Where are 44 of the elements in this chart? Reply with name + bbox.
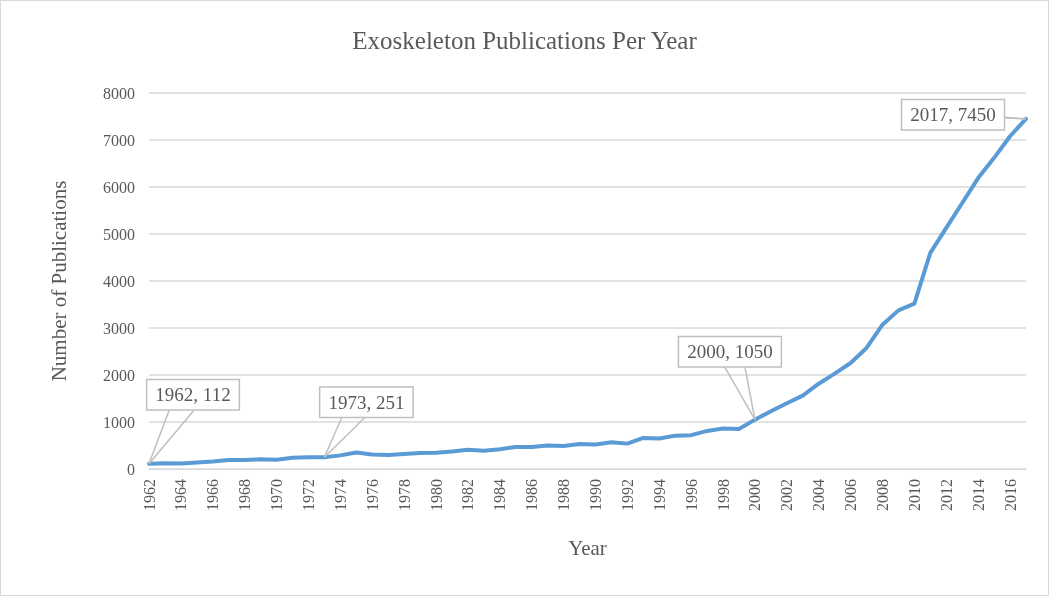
y-tick-label: 5000 bbox=[103, 225, 135, 243]
x-tick-label: 1986 bbox=[523, 479, 541, 511]
x-tick-label: 2002 bbox=[778, 479, 796, 511]
y-tick-label: 8000 bbox=[103, 84, 135, 102]
x-axis-title: Year bbox=[568, 535, 607, 560]
x-tick-label: 1976 bbox=[363, 479, 381, 511]
x-tick-label: 1980 bbox=[427, 479, 445, 511]
x-tick-label: 1974 bbox=[331, 479, 349, 511]
x-tick-label: 1984 bbox=[491, 479, 509, 511]
x-tick-label: 2008 bbox=[873, 479, 891, 511]
chart-title: Exoskeleton Publications Per Year bbox=[352, 27, 698, 54]
y-tick-label: 7000 bbox=[103, 131, 135, 149]
x-tick-label: 1964 bbox=[172, 479, 190, 511]
y-tick-label: 3000 bbox=[103, 319, 135, 337]
x-tick-label: 1972 bbox=[299, 479, 317, 511]
x-tick-label: 1990 bbox=[586, 479, 604, 511]
annotation: 1973, 251 bbox=[328, 391, 405, 413]
x-tick-label: 2012 bbox=[937, 479, 955, 511]
x-tick-label: 1998 bbox=[714, 479, 732, 511]
x-tick-label: 1996 bbox=[682, 479, 700, 511]
x-tick-label: 1968 bbox=[236, 479, 254, 511]
y-axis-title: Number of Publications bbox=[46, 180, 71, 382]
annotation: 1962, 112 bbox=[155, 384, 231, 406]
x-tick-label: 1988 bbox=[555, 479, 573, 511]
x-tick-label: 2000 bbox=[746, 479, 764, 511]
x-tick-label: 2016 bbox=[1001, 479, 1019, 511]
x-tick-label: 2004 bbox=[810, 479, 828, 511]
y-tick-label: 0 bbox=[127, 460, 135, 478]
x-tick-label: 1992 bbox=[618, 479, 636, 511]
x-tick-label: 2010 bbox=[905, 479, 923, 511]
x-tick-label: 2014 bbox=[969, 479, 987, 511]
x-tick-label: 1982 bbox=[459, 479, 477, 511]
annotation: 2017, 7450 bbox=[910, 104, 996, 126]
y-tick-label: 4000 bbox=[103, 272, 135, 290]
y-tick-label: 6000 bbox=[103, 178, 135, 196]
x-tick-label: 2006 bbox=[842, 479, 860, 511]
x-tick-label: 1966 bbox=[204, 479, 222, 511]
y-tick-label: 1000 bbox=[103, 413, 135, 431]
x-tick-label: 1970 bbox=[268, 479, 286, 511]
annotation: 2000, 1050 bbox=[687, 341, 773, 363]
x-tick-label: 1978 bbox=[395, 479, 413, 511]
y-tick-label: 2000 bbox=[103, 366, 135, 384]
x-tick-label: 1962 bbox=[140, 479, 158, 511]
x-tick-label: 1994 bbox=[650, 479, 668, 511]
